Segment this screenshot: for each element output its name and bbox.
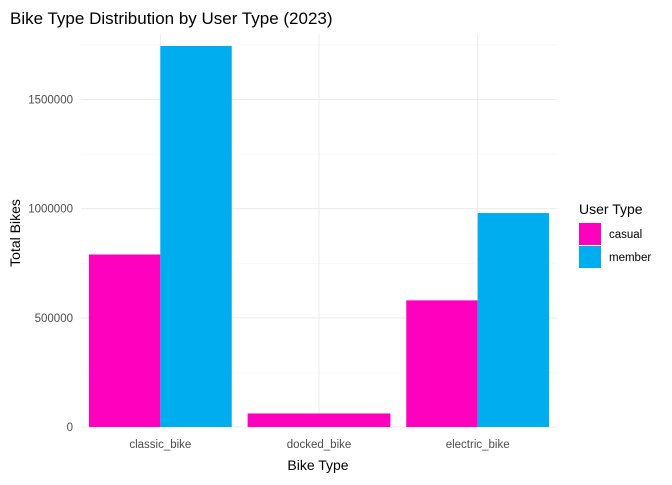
legend: User Type casual member <box>579 201 651 268</box>
legend-key-casual <box>579 223 601 245</box>
legend-items: casual member <box>579 223 651 268</box>
x-tick-label: docked_bike <box>287 439 352 451</box>
y-tick-label: 0 <box>67 422 73 434</box>
x-tick-label: classic_bike <box>129 439 191 451</box>
x-axis-title: Bike Type <box>287 457 348 473</box>
y-tick-label: 500000 <box>35 313 73 325</box>
bar-layer <box>88 46 550 428</box>
y-tick-label: 1000000 <box>28 204 73 216</box>
bar-member-classic_bike <box>160 46 232 428</box>
y-axis-title: Total Bikes <box>7 199 23 267</box>
legend-label-casual: casual <box>609 229 642 241</box>
y-tick-label: 1500000 <box>28 95 73 107</box>
legend-title: User Type <box>579 201 643 217</box>
axis-layer: 0 500000 1000000 1500000 classic_bike docked_… <box>28 95 509 452</box>
bar-casual-classic_bike <box>88 254 161 427</box>
bar-member-electric_bike <box>477 213 550 427</box>
chart-title: Bike Type Distribution by User Type (202… <box>10 9 333 28</box>
legend-label-member: member <box>609 252 651 264</box>
bar-casual-electric_bike <box>406 300 478 427</box>
x-tick-label: electric_bike <box>446 439 510 451</box>
bar-casual-docked_bike <box>247 413 391 427</box>
legend-key-member <box>579 246 601 268</box>
